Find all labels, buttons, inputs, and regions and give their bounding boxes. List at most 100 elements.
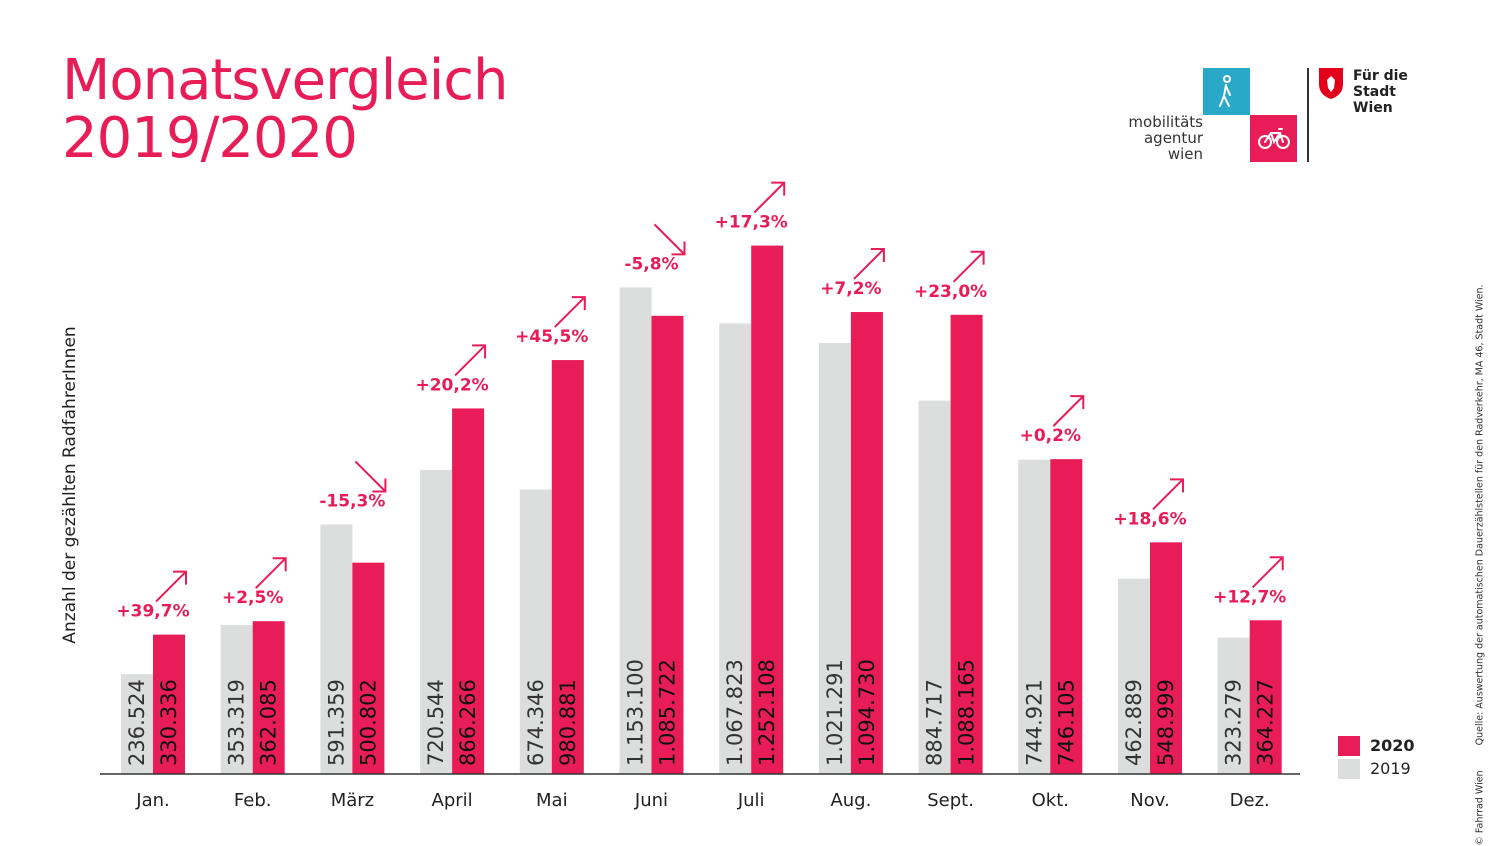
trend-down-arrow-icon (354, 460, 387, 493)
data-label-2020: 1.085.722 (656, 659, 680, 766)
data-label-2019: 236.524 (125, 679, 149, 766)
legend-item-2019: 2019 (1338, 757, 1415, 780)
bar-2020 (452, 408, 485, 774)
percent-change-label: +0,2% (1020, 426, 1081, 446)
bar-2020 (551, 360, 584, 774)
bar-2020 (1050, 459, 1083, 774)
data-label-2019: 591.359 (324, 679, 348, 766)
bar-2020 (1249, 620, 1282, 774)
percent-change-label: -15,3% (319, 491, 385, 511)
city-line-2: Stadt Wien (1353, 84, 1396, 116)
page-title: Monatsvergleich 2019/2020 (62, 48, 509, 171)
legend-swatch-2020 (1338, 735, 1360, 756)
bar-2019 (420, 469, 453, 774)
bar-2019 (719, 323, 752, 774)
x-tick-label: Okt. (1032, 790, 1069, 811)
data-label-2019: 1.067.823 (723, 659, 747, 766)
bar-2020 (153, 634, 185, 774)
legend-label-2019: 2019 (1370, 759, 1411, 778)
bar-2020 (651, 315, 684, 774)
agency-line-1: mobilitäts (1128, 113, 1203, 131)
legend-item-2020: 2020 (1338, 734, 1415, 757)
bar-2019 (619, 287, 652, 774)
x-tick-label: Nov. (1130, 790, 1169, 811)
bar-2019 (519, 489, 552, 774)
city-wordmark: Für die Stadt Wien (1353, 68, 1440, 116)
walking-person-icon (1203, 68, 1250, 115)
x-tick-label: Aug. (830, 790, 871, 811)
percent-change-label: +17,3% (715, 213, 788, 233)
trend-up-arrow-icon (254, 557, 287, 589)
percent-change-label: +18,6% (1113, 509, 1186, 529)
vienna-shield-icon (1318, 68, 1344, 104)
bar-2019 (1018, 459, 1051, 774)
bar-2020 (751, 245, 784, 775)
trend-up-arrow-icon (155, 570, 187, 603)
bar-2020 (850, 312, 883, 774)
percent-change-label: +7,2% (820, 279, 881, 299)
bar-2019 (121, 674, 153, 774)
bar-2019 (1118, 578, 1150, 774)
bar-2019 (918, 400, 951, 774)
x-tick-label: Sept. (927, 790, 974, 811)
percent-change-label: +39,7% (116, 602, 189, 622)
x-tick-label: Dez. (1230, 790, 1270, 811)
data-label-2020: 746.105 (1054, 679, 1078, 766)
legend: 2020 2019 (1338, 734, 1415, 780)
bar-2019 (1217, 637, 1250, 774)
trend-up-arrow-icon (1251, 556, 1284, 589)
data-label-2020: 1.088.165 (955, 659, 979, 766)
trend-up-arrow-icon (554, 296, 586, 328)
x-tick-label: Juli (737, 790, 765, 811)
legend-label-2020: 2020 (1370, 736, 1415, 755)
bar-2020 (950, 314, 983, 774)
data-label-2020: 1.094.730 (855, 659, 879, 766)
trend-up-arrow-icon (454, 344, 487, 377)
trend-up-arrow-icon (753, 181, 786, 214)
percent-change-label: +45,5% (515, 327, 588, 347)
agency-line-2: agentur (1143, 129, 1203, 147)
title-line-2: 2019/2020 (62, 106, 358, 171)
data-label-2020: 362.085 (257, 679, 281, 766)
logo-divider (1307, 68, 1309, 162)
data-label-2019: 744.921 (1022, 679, 1046, 766)
bar-2019 (818, 343, 851, 774)
bicycle-icon (1250, 115, 1297, 162)
trend-up-arrow-icon (853, 248, 885, 280)
data-label-2019: 353.319 (225, 679, 249, 766)
trend-up-arrow-icon (1052, 395, 1085, 427)
data-label-2020: 866.266 (456, 679, 480, 766)
bar-2019 (220, 624, 253, 774)
data-label-2020: 330.336 (157, 679, 181, 766)
source-credit: © Fahrrad Wien Quelle: Auswertung der au… (1475, 284, 1486, 845)
percent-change-label: +23,0% (914, 282, 987, 302)
trend-up-arrow-icon (1152, 478, 1184, 511)
agency-name: mobilitäts agentur wien (1128, 114, 1203, 162)
data-label-2019: 1.153.100 (624, 659, 648, 766)
x-tick-label: Mai (536, 790, 568, 811)
title-line-1: Monatsvergleich (62, 48, 509, 113)
data-label-2020: 980.881 (556, 679, 580, 766)
x-tick-label: Juni (634, 790, 668, 811)
bar-2020 (252, 621, 285, 774)
legend-swatch-2019 (1338, 758, 1360, 779)
mobility-agency-logo: mobilitäts agentur wien Für die Stadt Wi… (1120, 68, 1440, 168)
bar-2020 (1150, 542, 1182, 774)
trend-down-arrow-icon (653, 223, 686, 256)
percent-change-label: +2,5% (222, 588, 283, 608)
data-label-2020: 500.802 (356, 679, 380, 766)
data-label-2019: 674.346 (524, 679, 548, 766)
x-tick-label: Feb. (234, 790, 272, 811)
data-label-2019: 462.889 (1122, 679, 1146, 766)
trend-up-arrow-icon (952, 250, 985, 283)
data-label-2020: 548.999 (1154, 679, 1178, 766)
percent-change-label: +20,2% (415, 375, 488, 395)
percent-change-label: +12,7% (1213, 587, 1286, 607)
percent-change-label: -5,8% (624, 254, 678, 274)
x-tick-label: April (432, 790, 473, 811)
bar-2019 (320, 524, 353, 774)
x-tick-label: März (331, 790, 374, 811)
source-text: Quelle: Auswertung der automatischen Dau… (1474, 284, 1486, 746)
bar-2020 (352, 562, 385, 774)
